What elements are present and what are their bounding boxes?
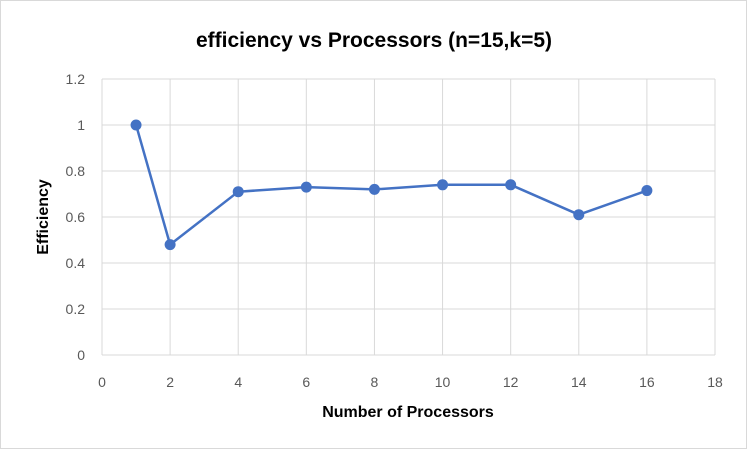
y-tick-label: 1.2 xyxy=(66,71,86,87)
x-tick-label: 14 xyxy=(571,374,587,390)
data-point-marker xyxy=(437,179,449,191)
data-point-marker xyxy=(641,185,653,197)
y-tick-label: 1 xyxy=(77,117,85,133)
data-point-marker xyxy=(505,179,517,191)
x-tick-label: 4 xyxy=(234,374,242,390)
data-point-marker xyxy=(573,209,585,221)
y-tick-label: 0.4 xyxy=(66,255,86,271)
series-layer xyxy=(130,119,653,251)
x-tick-label: 6 xyxy=(302,374,310,390)
x-tick-label: 2 xyxy=(166,374,174,390)
data-point-marker xyxy=(164,239,176,251)
x-tick-label: 10 xyxy=(435,374,451,390)
y-tick-label: 0 xyxy=(77,347,85,363)
data-point-marker xyxy=(300,181,312,193)
y-tick-label: 0.6 xyxy=(66,209,86,225)
data-point-marker xyxy=(232,186,244,198)
data-point-marker xyxy=(368,183,380,195)
x-tick-label: 16 xyxy=(639,374,655,390)
efficiency-series-line xyxy=(134,123,649,246)
x-tick-label: 0 xyxy=(98,374,106,390)
y-tick-label: 0.2 xyxy=(66,301,86,317)
tick-label-layer: 0 0.2 0.4 0.6 0.8 1 1.2 0 2 4 6 8 10 12 14 16 18 xyxy=(66,71,723,390)
y-axis-title: Efficiency xyxy=(35,179,52,255)
x-tick-label: 18 xyxy=(707,374,723,390)
chart-title: efficiency vs Processors (n=15,k=5) xyxy=(196,29,552,52)
x-tick-label: 8 xyxy=(371,374,379,390)
data-point-marker xyxy=(130,119,142,131)
y-tick-label: 0.8 xyxy=(66,163,86,179)
x-tick-label: 12 xyxy=(503,374,519,390)
grid-layer xyxy=(101,78,716,356)
x-axis-title: Number of Processors xyxy=(322,404,494,421)
